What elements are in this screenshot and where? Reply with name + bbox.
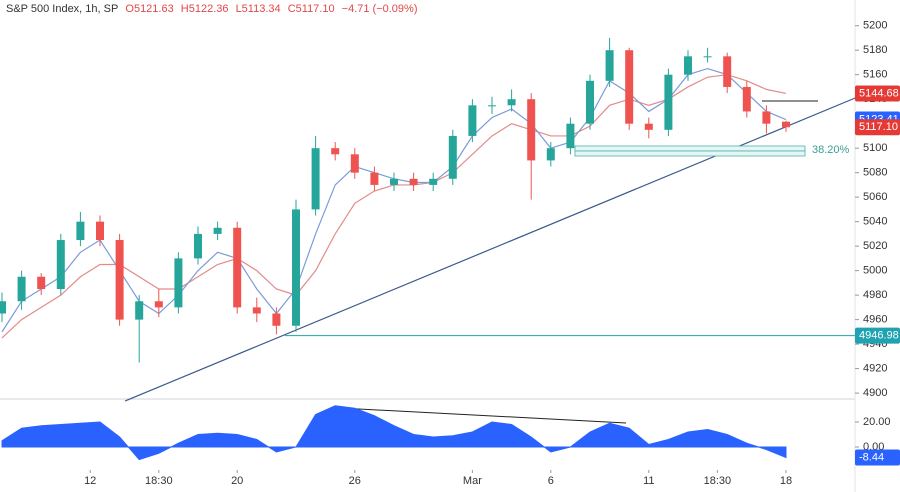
y-tick-label: 4920: [863, 363, 887, 375]
y-tick-label: 5080: [863, 167, 887, 179]
y-tick-label: 4960: [863, 314, 887, 326]
candle-body: [762, 111, 771, 124]
candle-body: [605, 50, 614, 81]
support-label: 4946.98: [859, 329, 899, 341]
candle-body: [507, 99, 516, 106]
candle-body: [350, 154, 359, 173]
osc-last-label-box: [855, 449, 900, 466]
candle-body: [96, 221, 104, 241]
candle-body: [742, 86, 751, 112]
fib-zone: [574, 145, 806, 152]
candle-body: [311, 148, 320, 210]
header: S&P 500 Index, 1h, SP O5121.63 H5122.36 …: [6, 3, 422, 15]
candle-body: [546, 148, 555, 161]
candle-body: [115, 240, 124, 320]
y-tick-label: 4900: [863, 387, 887, 399]
x-tick-label: 11: [643, 475, 654, 487]
ohlc-change: −4.71 (−0.09%): [341, 3, 418, 15]
candle-body: [448, 135, 457, 179]
candle-body: [174, 258, 183, 308]
y-tick-label: 5000: [863, 265, 887, 277]
y-tick-label: 4980: [863, 289, 887, 301]
y-tick-label: 5200: [863, 20, 887, 32]
slow-ma-label-box: [855, 85, 900, 102]
candle-body: [233, 227, 242, 308]
x-tick-label: 6: [548, 475, 554, 487]
candle-body: [252, 307, 261, 314]
candle-body: [194, 233, 202, 259]
ohlc-low: L5113.34: [235, 3, 281, 15]
x-tick-label: 20: [231, 475, 243, 487]
oscillator-area: [1, 405, 787, 461]
candle-body: [272, 313, 281, 326]
candle-body: [154, 301, 163, 308]
y-tick-label: 5060: [863, 191, 887, 203]
candle-body: [213, 227, 222, 234]
candle-body: [468, 105, 477, 136]
y-tick-label: 5100: [863, 142, 887, 154]
fib-zone: [574, 150, 806, 157]
candle-body: [135, 301, 144, 320]
x-tick-label: 12: [84, 475, 96, 487]
candle-body: [723, 56, 732, 87]
last-price-label-box: [855, 119, 900, 136]
candle-body: [76, 221, 85, 241]
y-tick-label: 5180: [863, 44, 887, 56]
osc-tick-label: 20.00: [863, 416, 891, 428]
slow-ma-label: 5144.68: [859, 87, 899, 99]
divergence-line: [339, 407, 627, 424]
candle-body: [684, 56, 692, 75]
candle-body: [370, 172, 379, 185]
candle-body: [782, 121, 790, 128]
symbol-title: S&P 500 Index, 1h, SP: [6, 3, 119, 15]
candle-body: [703, 56, 712, 58]
y-tick-label: 5020: [863, 240, 887, 252]
candle-body: [429, 178, 438, 185]
ohlc-close: C5117.10: [287, 3, 335, 15]
candle-body: [527, 99, 536, 161]
candle-body: [409, 178, 418, 185]
candle-body: [331, 148, 340, 155]
support-label-box: [855, 327, 900, 344]
x-tick-label: Mar: [463, 475, 482, 487]
candle-body: [37, 276, 46, 290]
ohlc-open: O5121.63: [125, 3, 174, 15]
candle-body: [625, 50, 634, 124]
candle-body: [17, 276, 26, 302]
candle-body: [0, 301, 6, 314]
x-tick-label: 18: [780, 475, 792, 487]
candle-body: [56, 240, 65, 290]
candle-body: [566, 123, 575, 149]
fib-label: 38.20%: [812, 144, 850, 156]
osc-last-label: -8.44: [859, 451, 884, 463]
x-tick-label: 26: [349, 475, 361, 487]
ohlc-high: H5122.36: [180, 3, 229, 15]
candle-body: [390, 178, 398, 185]
candle-body: [292, 209, 300, 326]
x-tick-label: 18:30: [145, 475, 173, 487]
candle-body: [664, 74, 673, 130]
candle-body: [488, 105, 496, 107]
y-tick-label: 5040: [863, 216, 887, 228]
y-tick-label: 5160: [863, 69, 887, 81]
candle-body: [586, 80, 594, 124]
x-tick-label: 18:30: [704, 475, 732, 487]
candle-body: [644, 123, 653, 130]
last-price-label: 5117.10: [859, 121, 898, 133]
